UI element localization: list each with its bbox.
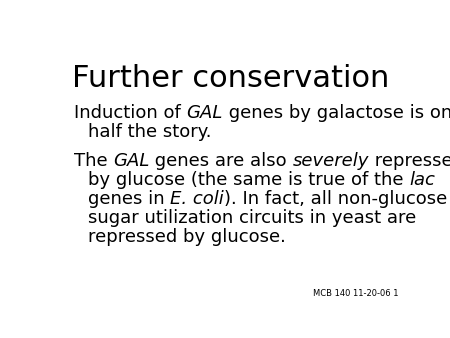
Text: GAL: GAL [186,104,223,122]
Text: genes by galactose is only: genes by galactose is only [223,104,450,122]
Text: half the story.: half the story. [88,123,211,141]
Text: sugar utilization circuits in yeast are: sugar utilization circuits in yeast are [88,209,416,227]
Text: lac: lac [409,171,435,189]
Text: The: The [74,152,113,170]
Text: MCB 140 11-20-06 1: MCB 140 11-20-06 1 [312,289,398,298]
Text: repressed: repressed [369,152,450,170]
Text: ). In fact, all non-glucose: ). In fact, all non-glucose [224,190,447,208]
Text: GAL: GAL [113,152,149,170]
Text: genes in: genes in [88,190,170,208]
Text: repressed by glucose.: repressed by glucose. [88,228,285,246]
Text: by glucose (the same is true of the: by glucose (the same is true of the [88,171,409,189]
Text: severely: severely [293,152,369,170]
Text: Further conservation: Further conservation [72,64,389,93]
Text: Induction of: Induction of [74,104,186,122]
Text: E. coli: E. coli [170,190,224,208]
Text: genes are also: genes are also [149,152,293,170]
